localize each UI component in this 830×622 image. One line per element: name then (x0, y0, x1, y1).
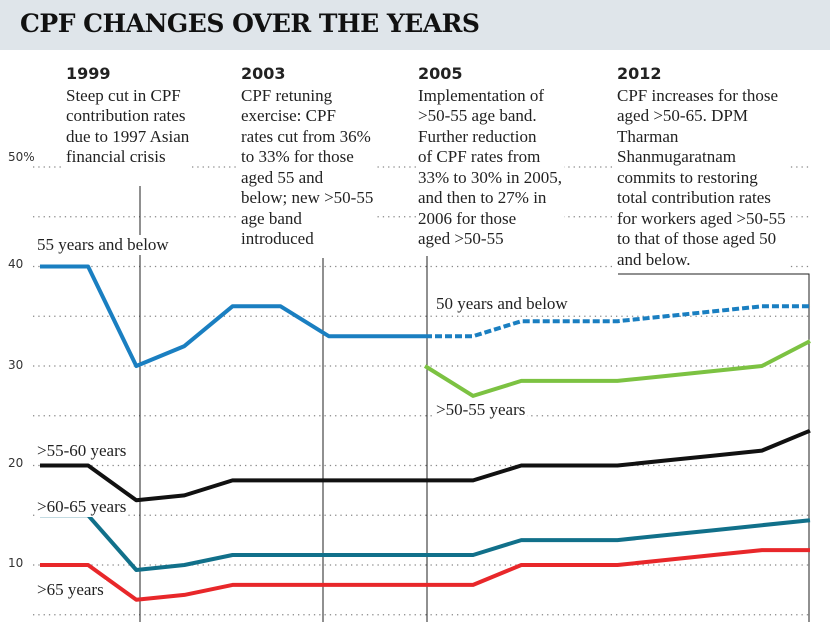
series-lines (39, 264, 811, 602)
annotation-text: Implementation of >50-55 age band. Further… (418, 86, 562, 250)
annotation-line: total contribution rates (617, 188, 771, 207)
annotation-year: 1999 (66, 64, 111, 83)
annotation-line: exercise: CPF (241, 106, 336, 125)
chart-title: CPF CHANGES OVER THE YEARS (20, 9, 480, 38)
annotation-line: aged >50-55 (418, 229, 504, 248)
event-markers (139, 186, 810, 622)
y-tick-label: 10 (8, 556, 24, 570)
y-tick-label: 20 (8, 456, 24, 470)
annotation-line: commits to restoring (617, 167, 758, 187)
annotation-line: 33% to 30% in 2005, (418, 167, 563, 187)
annotation-year: 2003 (241, 64, 286, 83)
annotation-1999: 1999 Steep cut in CPF contribution rates d… (64, 64, 192, 168)
annotation-2012: 2012 CPF increases for those aged >50-65.… (615, 64, 788, 270)
series-line-5 (40, 548, 810, 602)
series-line-4 (40, 513, 811, 572)
annotation-line: due to 1997 Asian (66, 126, 190, 146)
annotation-line: of CPF rates from (418, 147, 541, 166)
series-label: >55-60 years (35, 441, 129, 461)
annotation-text: Steep cut in CPF contribution rates due to… (66, 86, 189, 168)
series-label: 55 years and below (35, 235, 171, 255)
annotation-line: contribution rates (66, 106, 186, 125)
y-tick-label: 30 (8, 358, 24, 372)
annotation-text: CPF retuning exercise: CPF rates cut from … (241, 86, 373, 250)
series-label: >65 years (35, 580, 106, 600)
marker-line-2012 (618, 273, 810, 622)
annotation-line: for workers aged >50-55 (617, 208, 786, 228)
annotation-2005: 2005 Implementation of >50-55 age band. Fu… (416, 64, 565, 250)
y-tick-label: 40 (8, 257, 24, 271)
title-banner: CPF CHANGES OVER THE YEARS (0, 0, 830, 50)
annotation-line: CPF retuning (241, 85, 333, 105)
series-label: 50 years and below (434, 294, 570, 314)
annotation-line: Implementation of (418, 85, 545, 105)
y-tick-label: 50% (8, 150, 35, 164)
annotation-line: aged >50-65. DPM (617, 106, 748, 125)
annotation-line: below; new >50-55 (241, 188, 374, 207)
annotation-line: >50-55 age band. (418, 106, 537, 125)
annotation-line: age band (241, 208, 302, 228)
annotation-line: rates cut from 36% (241, 126, 371, 146)
annotation-line: to 33% for those (241, 147, 354, 166)
series-line-2 (423, 339, 811, 398)
series-label: >60-65 years (35, 497, 129, 517)
annotation-line: CPF increases for those (617, 85, 779, 105)
annotation-line: Further reduction (418, 126, 537, 146)
annotation-line: 2006 for those (418, 208, 517, 228)
annotation-year: 2012 (617, 64, 662, 83)
annotation-line: financial crisis (66, 147, 166, 166)
annotation-line: Steep cut in CPF (66, 85, 181, 105)
annotation-line: to that of those aged 50 (617, 229, 777, 248)
annotation-2003: 2003 CPF retuning exercise: CPF rates cut … (239, 64, 376, 250)
annotation-line: Shanmugaratnam (617, 147, 736, 166)
annotation-year: 2005 (418, 64, 463, 83)
annotation-line: introduced (241, 229, 314, 248)
annotation-line: Tharman (617, 126, 679, 146)
series-label: >50-55 years (434, 400, 528, 420)
annotation-line: and below. (617, 249, 691, 269)
annotation-line: aged 55 and (241, 167, 324, 187)
annotation-line: and then to 27% in (418, 188, 547, 207)
annotation-text: CPF increases for those aged >50-65. DPM T… (617, 86, 786, 271)
